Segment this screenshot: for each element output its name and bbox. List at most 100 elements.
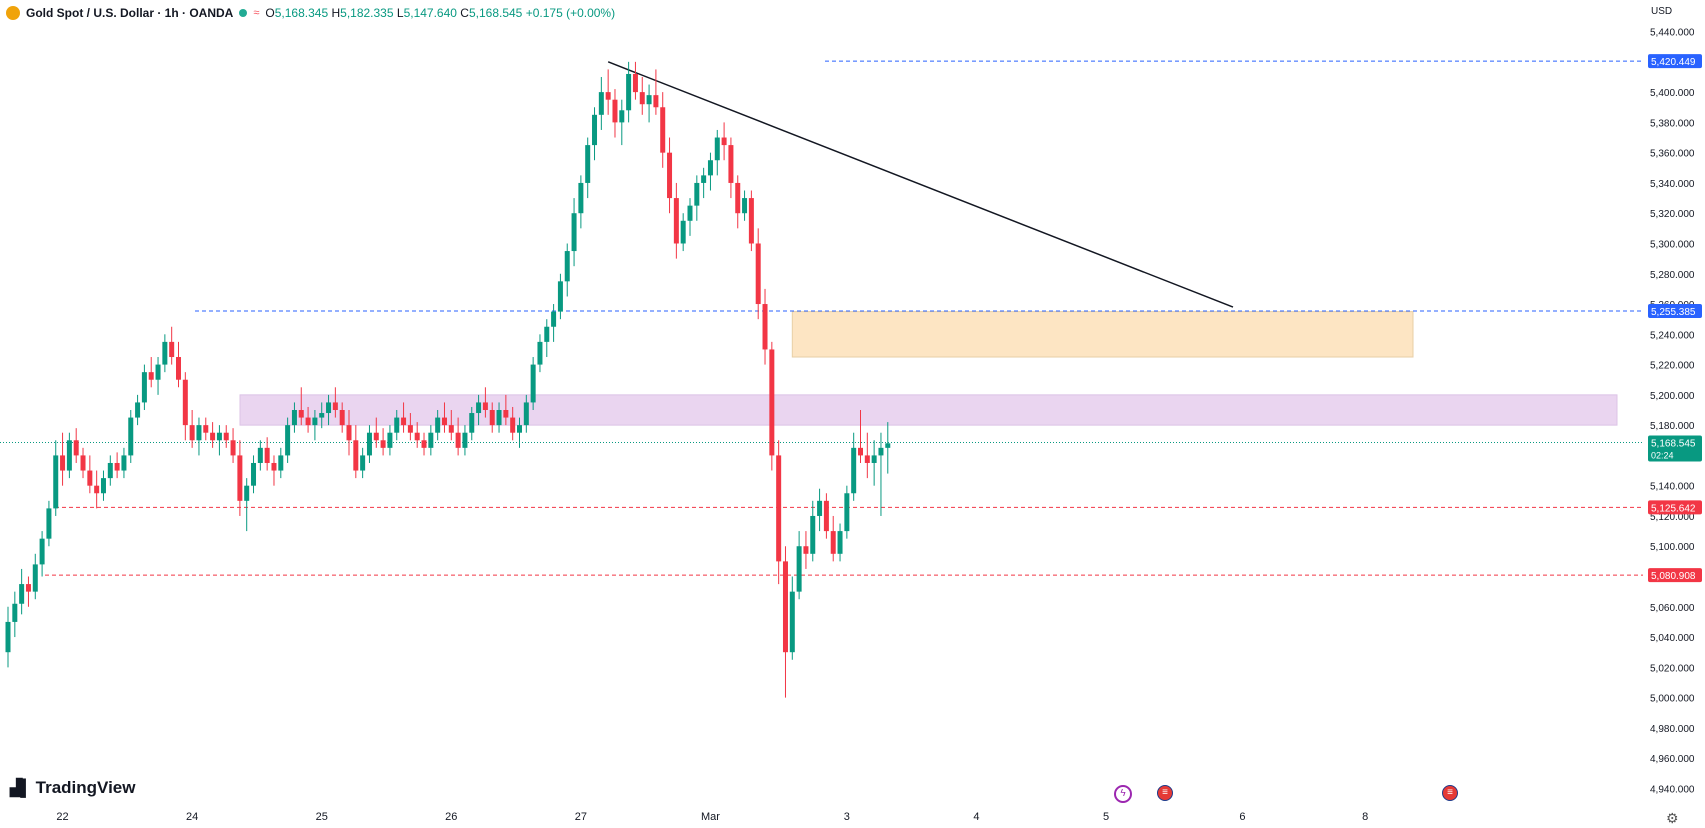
- candle-up: [128, 417, 134, 456]
- y-tick-label: 5,020.000: [1650, 663, 1695, 674]
- y-tick-label: 5,060.000: [1650, 603, 1695, 614]
- x-tick-label: 6: [1239, 811, 1245, 823]
- candle-up: [387, 432, 393, 448]
- resistance-zone: [791, 311, 1414, 358]
- y-tick-label: 5,280.000: [1650, 270, 1695, 281]
- candle-up: [216, 432, 222, 441]
- candle-down: [305, 417, 311, 426]
- candle-down: [230, 440, 236, 456]
- candle-up: [12, 603, 18, 622]
- candle-down: [748, 198, 754, 244]
- candle-up: [714, 137, 720, 161]
- candle-up: [278, 455, 284, 471]
- candle-up: [619, 110, 625, 123]
- candle-up: [5, 621, 11, 653]
- candle-down: [373, 432, 379, 441]
- us-flag-event-icon-2[interactable]: ≡: [1442, 785, 1458, 801]
- candle-up: [701, 175, 707, 183]
- symbol-title[interactable]: Gold Spot / U.S. Dollar · 1h · OANDA: [26, 6, 234, 20]
- candle-up: [817, 500, 823, 516]
- candle-up: [578, 182, 584, 214]
- candle-down: [298, 410, 304, 418]
- level-price-label: 5,420.449: [1651, 57, 1696, 68]
- candle-down: [94, 485, 100, 494]
- y-tick-label: 5,220.000: [1650, 361, 1695, 372]
- x-tick-label: 4: [973, 811, 979, 823]
- y-tick-label: 5,200.000: [1650, 391, 1695, 402]
- candle-up: [646, 95, 652, 105]
- candle-down: [632, 73, 638, 93]
- flash-event-icon[interactable]: ϟ: [1114, 785, 1132, 803]
- candle-down: [830, 531, 836, 554]
- candle-up: [394, 417, 400, 433]
- candle-up: [517, 425, 522, 433]
- us-flag-event-icon[interactable]: ≡: [1157, 785, 1173, 801]
- x-tick-label: 25: [316, 811, 328, 823]
- candle-up: [251, 462, 257, 486]
- level-price-tag: [1648, 568, 1702, 583]
- y-tick-label: 5,320.000: [1650, 209, 1695, 220]
- candle-up: [462, 432, 468, 448]
- candle-up: [32, 564, 38, 592]
- candle-down: [25, 584, 31, 592]
- candle-down: [407, 425, 413, 433]
- candle-up: [100, 478, 106, 494]
- candle-down: [210, 432, 216, 441]
- candle-down: [803, 546, 809, 554]
- candle-up: [523, 402, 529, 426]
- candle-down: [448, 425, 454, 433]
- tv-logo-icon: ▟▌: [10, 780, 32, 797]
- y-tick-label: 5,180.000: [1650, 421, 1695, 432]
- candle-down: [421, 440, 427, 448]
- candle-down: [762, 304, 768, 350]
- candle-up: [626, 73, 632, 111]
- level-price-label: 5,125.642: [1651, 503, 1696, 514]
- candle-up: [851, 447, 857, 494]
- candle-up: [155, 364, 161, 380]
- candle-up: [742, 198, 748, 214]
- level-price-label: 5,255.385: [1651, 307, 1696, 318]
- candle-down: [401, 417, 407, 426]
- candle-down: [455, 432, 461, 448]
- candle-up: [53, 455, 59, 509]
- candle-up: [291, 410, 297, 426]
- candle-up: [135, 402, 141, 418]
- candle-down: [414, 432, 420, 441]
- x-tick-label: 22: [56, 811, 68, 823]
- currency-label[interactable]: USD: [1651, 6, 1673, 17]
- candle-up: [564, 251, 570, 282]
- y-tick-label: 5,240.000: [1650, 330, 1695, 341]
- candle-down: [660, 107, 666, 153]
- tradingview-logo[interactable]: ▟▌ TradingView: [10, 778, 135, 798]
- level-price-tag: [1648, 435, 1702, 462]
- candle-down: [864, 455, 870, 463]
- candle-down: [182, 379, 188, 426]
- level-price-tag: [1648, 54, 1702, 69]
- y-tick-label: 5,000.000: [1650, 694, 1695, 705]
- candle-up: [428, 432, 434, 448]
- candle-up: [878, 447, 884, 456]
- gear-icon[interactable]: ⚙: [1666, 810, 1679, 826]
- candle-down: [489, 410, 495, 426]
- y-tick-label: 5,100.000: [1650, 542, 1695, 553]
- candle-down: [176, 357, 181, 380]
- candle-down: [332, 402, 338, 410]
- candle-down: [510, 417, 516, 433]
- candle-up: [121, 455, 127, 471]
- candle-up: [571, 213, 577, 252]
- candle-up: [39, 538, 45, 565]
- candle-up: [707, 160, 713, 176]
- candle-down: [858, 447, 863, 456]
- candle-down: [503, 410, 509, 418]
- x-tick-label: Mar: [701, 811, 720, 823]
- candle-up: [312, 417, 318, 426]
- candle-up: [141, 372, 147, 403]
- candle-up: [551, 311, 557, 327]
- candle-down: [639, 92, 645, 105]
- candle-down: [223, 432, 229, 441]
- candle-up: [196, 425, 202, 441]
- x-tick-label: 8: [1362, 811, 1368, 823]
- candle-up: [810, 515, 816, 554]
- chart-header: Gold Spot / U.S. Dollar · 1h · OANDA ≈ O…: [6, 4, 615, 22]
